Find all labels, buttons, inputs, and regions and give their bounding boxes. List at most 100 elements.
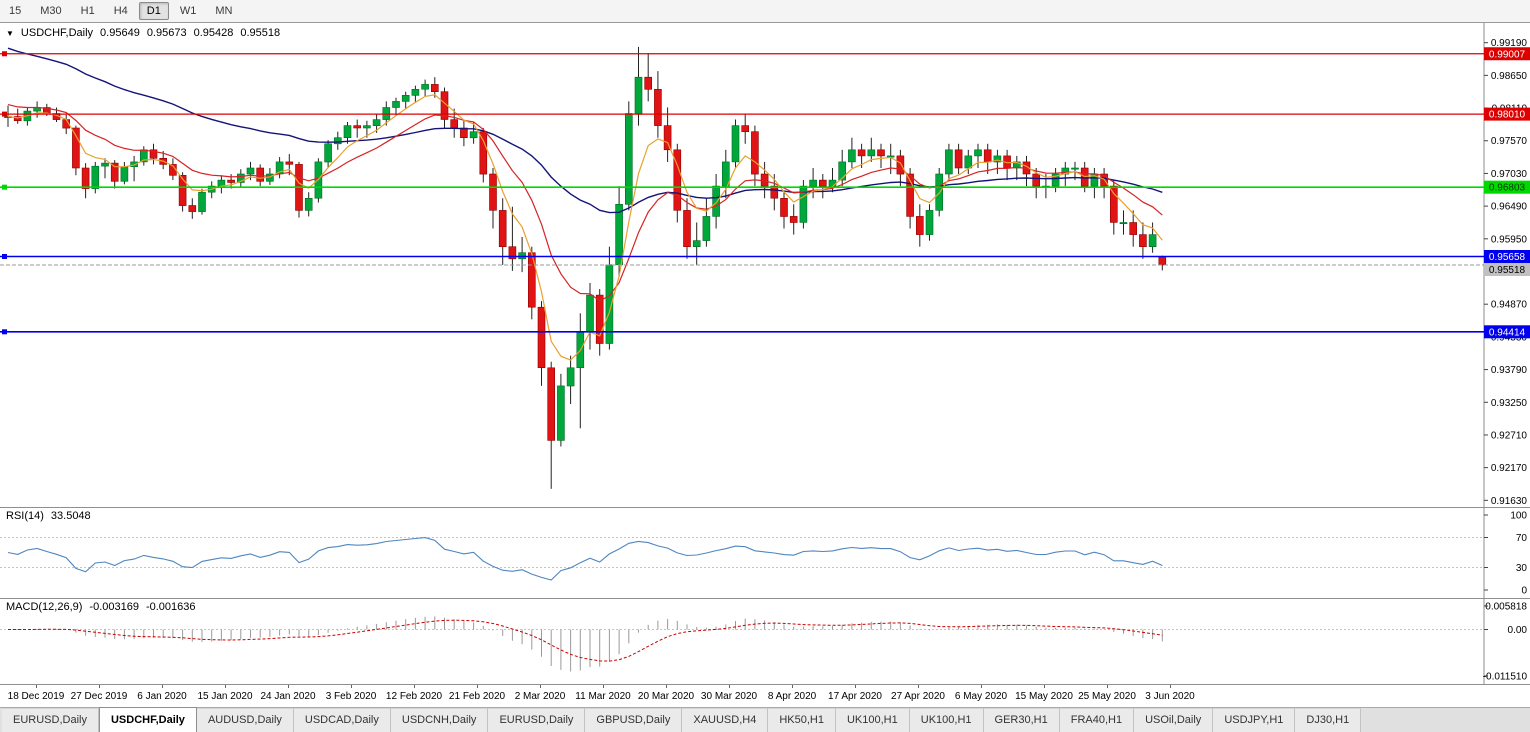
tab-xauusd-h4[interactable]: XAUUSD,H4 bbox=[682, 708, 769, 732]
price-tick-label: 0.93790 bbox=[1491, 365, 1528, 376]
timeframe-m15-button[interactable]: 15 bbox=[9, 5, 22, 17]
macd-tick-label: 0.00 bbox=[1508, 625, 1528, 636]
ohlc-high-value: 0.95673 bbox=[146, 27, 187, 39]
candle-body bbox=[741, 125, 750, 132]
chart-dropdown-icon[interactable]: ▼ bbox=[6, 28, 14, 38]
tab-uk100-h1-2[interactable]: UK100,H1 bbox=[909, 708, 984, 732]
candle-body bbox=[1110, 185, 1118, 223]
ohlc-open-value: 0.95649 bbox=[100, 27, 140, 39]
candle-body bbox=[1139, 234, 1147, 248]
tab-usdcnh-daily[interactable]: USDCNH,Daily bbox=[390, 708, 489, 732]
candle-body bbox=[624, 113, 633, 205]
candle-body bbox=[673, 149, 682, 211]
date-tick bbox=[351, 685, 352, 688]
candlestick-chart[interactable]: 0.991900.986500.981100.975700.970300.964… bbox=[0, 23, 1530, 507]
ma-fast-line bbox=[7, 94, 1163, 361]
candle-body bbox=[363, 125, 371, 129]
candle-body bbox=[343, 125, 352, 138]
rsi-tick-label: 70 bbox=[1516, 533, 1528, 544]
candle-body bbox=[1119, 222, 1128, 225]
date-tick bbox=[792, 685, 793, 688]
date-label: 3 Jun 2020 bbox=[1145, 691, 1195, 702]
candle-body bbox=[489, 173, 497, 211]
candle-body bbox=[13, 116, 22, 121]
date-tick bbox=[414, 685, 415, 688]
tab-usdcad-daily[interactable]: USDCAD,Daily bbox=[293, 708, 391, 732]
candle-body bbox=[663, 125, 672, 151]
tab-gbpusd-daily[interactable]: GBPUSD,Daily bbox=[585, 708, 683, 732]
line-handle[interactable] bbox=[2, 111, 7, 117]
price-tick-label: 0.99190 bbox=[1491, 38, 1528, 49]
tab-usoil-daily[interactable]: USOil,Daily bbox=[1134, 708, 1214, 732]
tab-fra40-h1[interactable]: FRA40,H1 bbox=[1059, 708, 1135, 732]
tab-eurusd-daily[interactable]: EURUSD,Daily bbox=[2, 708, 99, 732]
date-label: 25 May 2020 bbox=[1078, 691, 1136, 702]
ma-mid-line bbox=[7, 104, 1163, 302]
price-tick-label: 0.94870 bbox=[1491, 300, 1528, 311]
date-tick bbox=[855, 685, 856, 688]
date-label: 18 Dec 2019 bbox=[7, 691, 65, 702]
tab-audusd-daily[interactable]: AUDUSD,Daily bbox=[196, 708, 294, 732]
timeframe-h4-button[interactable]: H4 bbox=[113, 5, 128, 17]
macd-pane[interactable]: MACD(12,26,9) -0.003169 -0.001636 0.0058… bbox=[0, 598, 1530, 684]
date-tick bbox=[162, 685, 163, 688]
candle-body bbox=[896, 155, 905, 175]
tab-eurusd-daily-2[interactable]: EURUSD,Daily bbox=[488, 708, 586, 732]
date-label: 6 Jan 2020 bbox=[137, 691, 187, 702]
tab-usdchf-daily[interactable]: USDCHF,Daily bbox=[98, 707, 197, 732]
candle-body bbox=[906, 173, 914, 217]
candle-body bbox=[799, 185, 808, 223]
line-handle[interactable] bbox=[2, 184, 7, 190]
date-label: 3 Feb 2020 bbox=[325, 691, 377, 702]
timeframe-d1-button[interactable]: D1 bbox=[138, 2, 169, 20]
candle-body bbox=[411, 89, 420, 96]
rsi-tick-label: 100 bbox=[1510, 511, 1527, 522]
tab-hk50-h1[interactable]: HK50,H1 bbox=[768, 708, 836, 732]
tab-uk100-h1[interactable]: UK100,H1 bbox=[835, 708, 910, 732]
date-label: 20 Mar 2020 bbox=[637, 691, 695, 702]
main-chart-pane[interactable]: ▼ USDCHF,Daily 0.95649 0.95673 0.95428 0… bbox=[0, 23, 1530, 507]
timeframe-w1-button[interactable]: W1 bbox=[179, 5, 197, 17]
candle-body bbox=[421, 84, 429, 90]
macd-header: MACD(12,26,9) -0.003169 -0.001636 bbox=[6, 601, 196, 613]
candle-body bbox=[692, 240, 701, 248]
candle-body bbox=[838, 161, 847, 181]
chart-tab-bar: EURUSD,Daily USDCHF,Daily AUDUSD,Daily U… bbox=[0, 707, 1530, 732]
timeframe-mn-button[interactable]: MN bbox=[215, 5, 233, 17]
candle-body bbox=[508, 246, 517, 260]
candle-body bbox=[954, 149, 963, 169]
candle-body bbox=[925, 210, 934, 235]
current-price-badge bbox=[1484, 262, 1530, 276]
candle-body bbox=[1032, 173, 1040, 187]
price-level-badge bbox=[1484, 47, 1530, 61]
line-handle[interactable] bbox=[2, 51, 7, 57]
candle-body bbox=[392, 101, 400, 108]
candle-body bbox=[1158, 256, 1167, 266]
candle-body bbox=[809, 179, 817, 187]
timeframe-m30-button[interactable]: M30 bbox=[40, 5, 62, 17]
tab-ger30-h1[interactable]: GER30,H1 bbox=[983, 708, 1060, 732]
candle-body bbox=[149, 149, 158, 159]
rsi-pane[interactable]: RSI(14) 33.5048 100 70 30 0 bbox=[0, 507, 1530, 598]
price-tick-label: 0.97030 bbox=[1491, 169, 1528, 180]
tab-dj30-h1[interactable]: DJ30,H1 bbox=[1295, 708, 1362, 732]
rsi-chart[interactable]: 100 70 30 0 bbox=[0, 507, 1530, 598]
price-level-badge-label: 0.96803 bbox=[1489, 183, 1526, 194]
date-tick bbox=[36, 685, 37, 688]
date-label: 24 Jan 2020 bbox=[260, 691, 316, 702]
candle-body bbox=[867, 149, 876, 157]
macd-chart[interactable]: 0.005818 0.00 -0.011510 bbox=[0, 598, 1530, 684]
macd-tick-label: 0.005818 bbox=[1485, 602, 1527, 613]
time-axis[interactable]: 18 Dec 2019 27 Dec 2019 6 Jan 2020 15 Jan 2… bbox=[0, 684, 1530, 707]
ohlc-close-value: 0.95518 bbox=[240, 27, 281, 39]
tab-usdjpy-h1[interactable]: USDJPY,H1 bbox=[1213, 708, 1296, 732]
line-handle[interactable] bbox=[2, 253, 7, 259]
macd-label: MACD(12,26,9) bbox=[6, 601, 83, 613]
date-tick bbox=[288, 685, 289, 688]
rsi-tick-label: 30 bbox=[1516, 563, 1528, 574]
candle-body bbox=[130, 161, 138, 167]
timeframe-h1-button[interactable]: H1 bbox=[80, 5, 95, 17]
line-handle[interactable] bbox=[2, 329, 7, 335]
candle-body bbox=[237, 173, 245, 183]
candle-body bbox=[498, 210, 507, 247]
